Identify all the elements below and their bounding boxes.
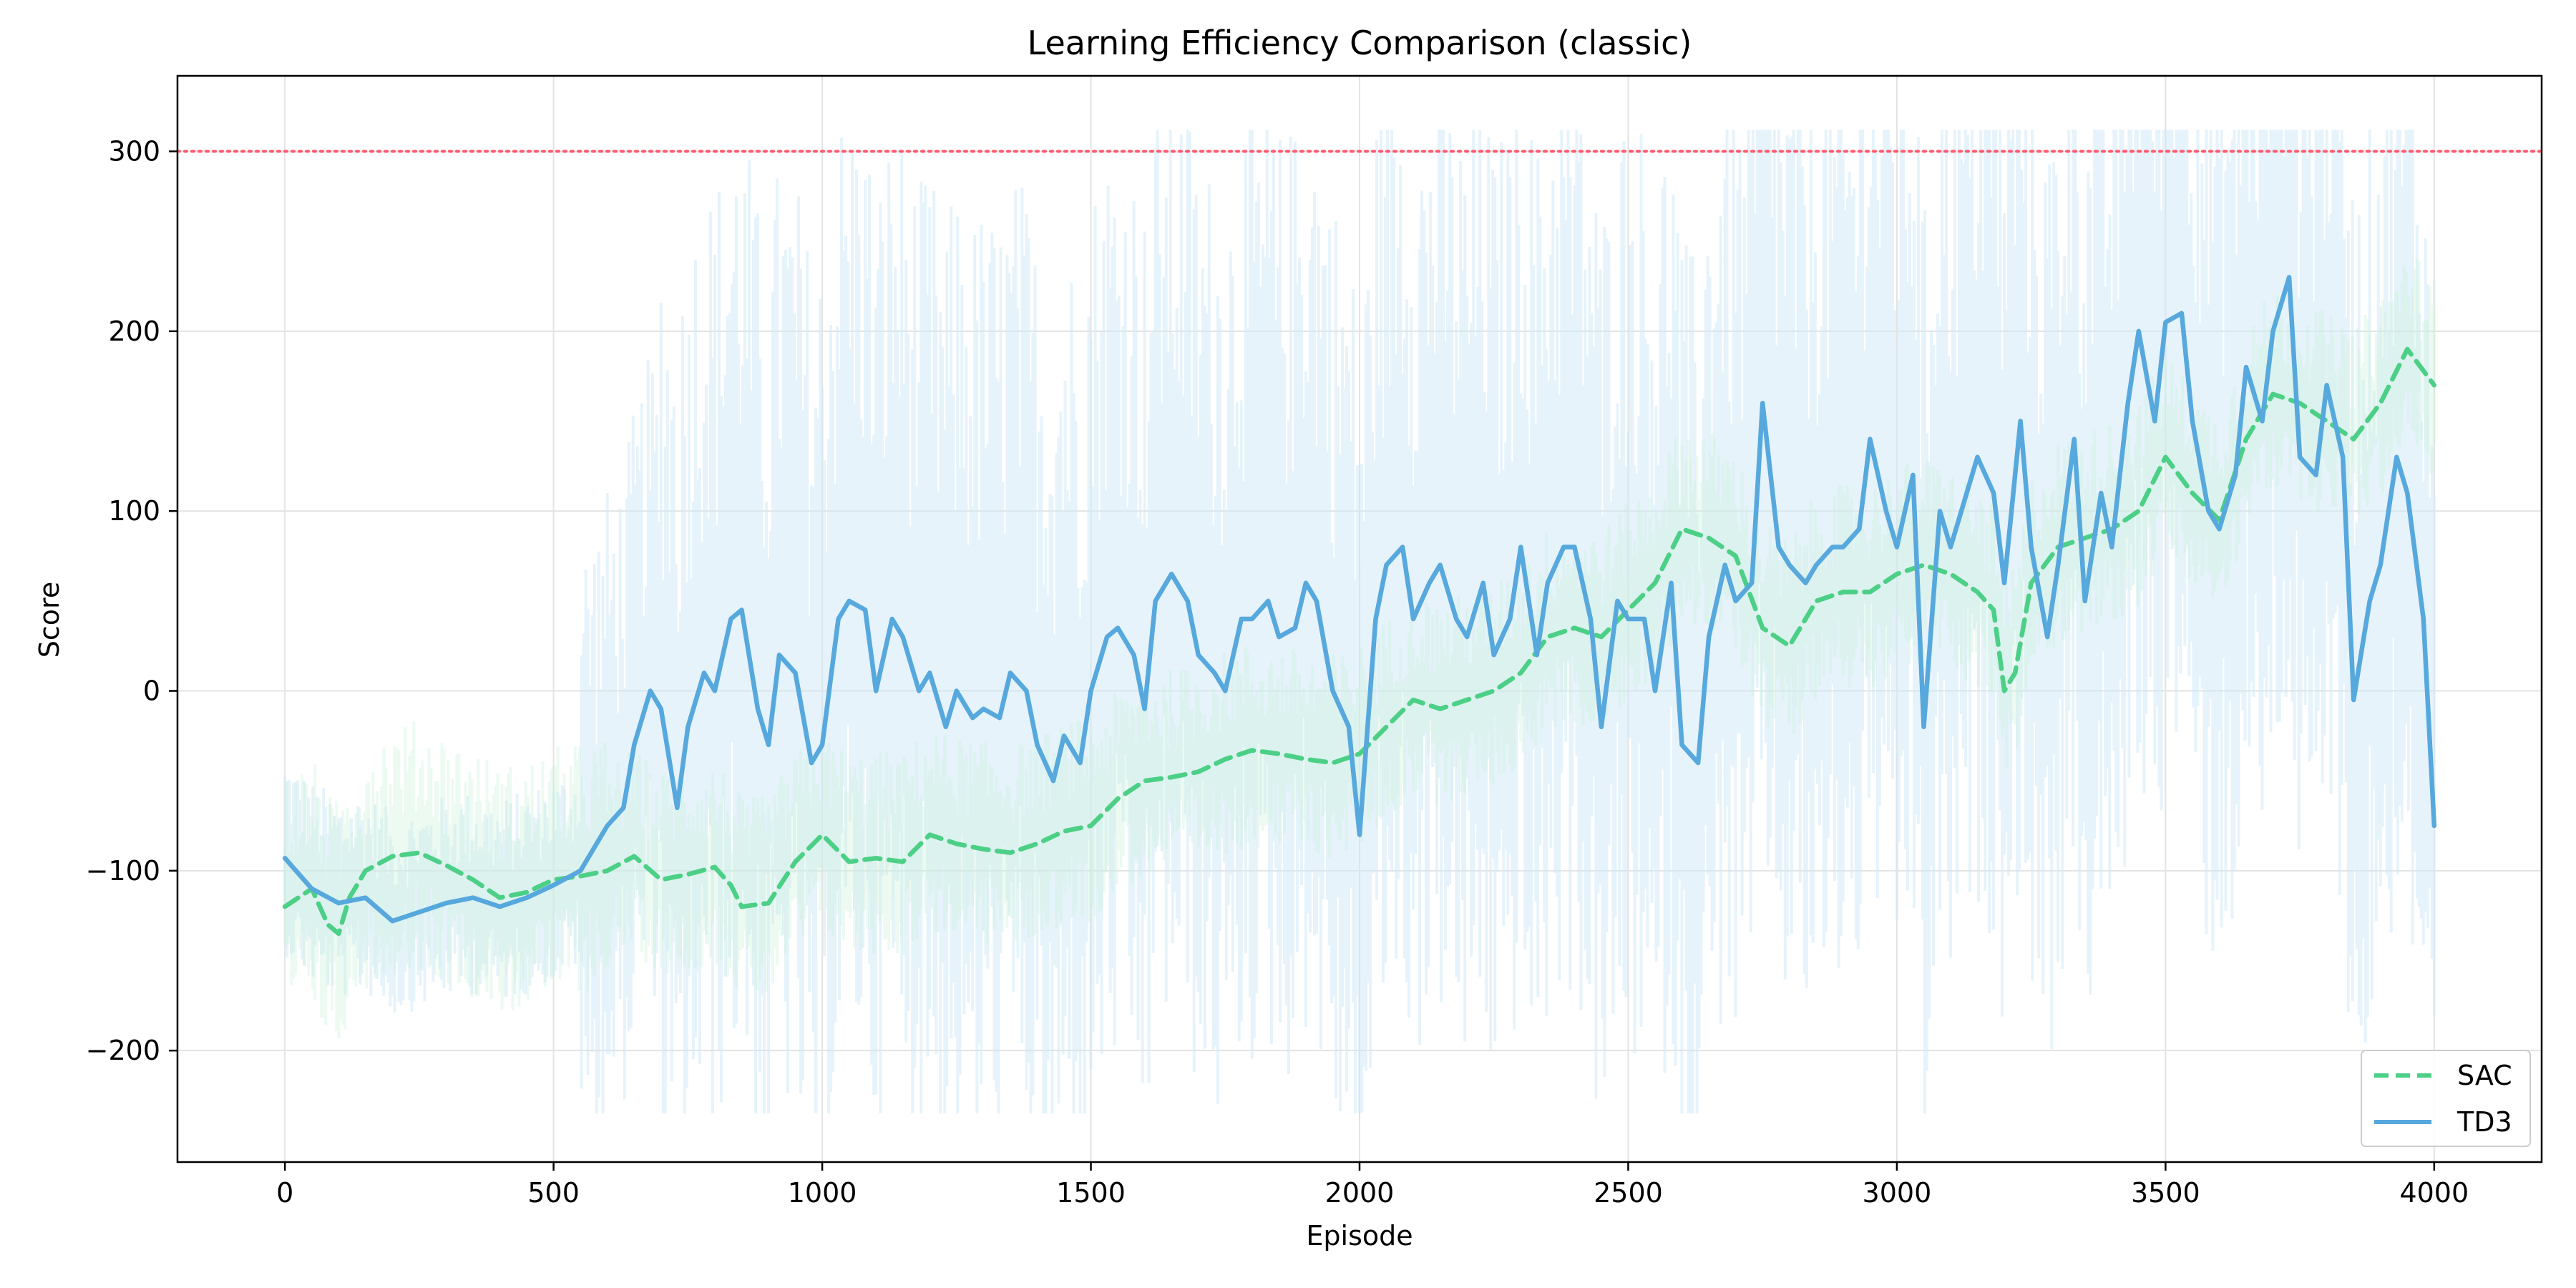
- legend-label-sac: SAC: [2457, 1060, 2512, 1091]
- x-axis-ticks: 0 500 1000 1500 2000 2500 3000 3500 4000: [276, 1162, 2469, 1209]
- x-tick-label: 1500: [1056, 1177, 1126, 1209]
- y-axis-label: Score: [34, 582, 65, 658]
- series-line-sac: [282, 346, 2437, 937]
- y-tick-label: 300: [108, 136, 160, 167]
- series-lines: [282, 275, 2437, 937]
- legend: SAC TD3: [2361, 1050, 2531, 1147]
- x-tick-label: 3000: [1863, 1177, 1932, 1209]
- x-tick-label: 2500: [1594, 1177, 1663, 1209]
- x-axis-label: Episode: [1306, 1220, 1413, 1252]
- y-tick-label: −100: [86, 855, 160, 887]
- legend-label-td3: TD3: [2457, 1106, 2512, 1138]
- y-tick-label: 0: [143, 675, 160, 707]
- y-tick-label: 200: [108, 316, 160, 347]
- x-tick-label: 500: [527, 1177, 580, 1209]
- x-tick-label: 2000: [1325, 1177, 1395, 1209]
- x-tick-label: 3500: [2131, 1177, 2200, 1209]
- x-tick-label: 4000: [2399, 1177, 2469, 1209]
- y-tick-label: 100: [108, 495, 160, 527]
- series-line-td3: [282, 275, 2437, 924]
- x-tick-label: 0: [276, 1177, 293, 1209]
- y-tick-label: −200: [86, 1035, 160, 1066]
- chart-title: Learning Efficiency Comparison (classic): [1028, 24, 1692, 62]
- x-tick-label: 1000: [788, 1177, 857, 1209]
- y-axis-ticks: −200 −100 0 100 200 300: [86, 136, 177, 1066]
